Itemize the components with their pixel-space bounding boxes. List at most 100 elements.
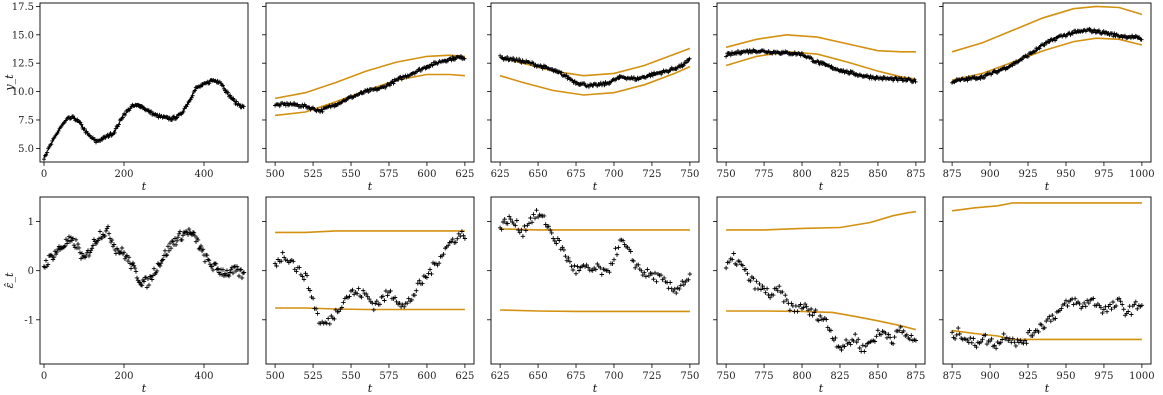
- y-tick-label: -1: [24, 315, 34, 326]
- x-tick-label: 1000: [1129, 371, 1154, 382]
- axes-frame: [942, 2, 1152, 163]
- x-tick-label: 200: [114, 371, 133, 382]
- y-tick-label: 5.0: [18, 144, 34, 155]
- x-tick-label: 900: [981, 169, 1000, 180]
- x-tick-label: 600: [417, 371, 436, 382]
- x-axis-label: t: [142, 382, 147, 395]
- x-axis-label: t: [142, 180, 147, 193]
- band-lower: [499, 65, 691, 96]
- x-tick-label: 725: [642, 371, 661, 382]
- x-tick-label: 875: [906, 169, 925, 180]
- data-markers: [272, 229, 468, 327]
- y-tick-label: 0: [28, 266, 34, 277]
- x-tick-label: 1000: [1129, 169, 1154, 180]
- panel-top-4: 875 900 925 950 975 1000 t: [939, 2, 1155, 193]
- data-markers: [950, 26, 1144, 85]
- x-tick-label: 950: [1056, 169, 1075, 180]
- x-tick-label: 950: [1056, 371, 1075, 382]
- x-tick-label: 825: [830, 371, 849, 382]
- band-lower: [951, 329, 1142, 341]
- band-upper: [274, 54, 465, 100]
- x-tick-label: 525: [304, 371, 323, 382]
- data-markers: [724, 47, 918, 85]
- band-upper: [725, 33, 916, 53]
- panel-top-3: 750 775 800 825 850 875 t: [713, 2, 926, 193]
- x-tick-label: 650: [529, 169, 548, 180]
- band-lower: [726, 310, 917, 331]
- panel-bot-3: 750 775 800 825 850 875 t: [713, 196, 926, 395]
- x-tick-label: 875: [906, 371, 925, 382]
- x-tick-label: 750: [680, 169, 699, 180]
- data-markers: [723, 251, 919, 354]
- axes-frame: [490, 2, 700, 163]
- x-tick-label: 650: [529, 371, 548, 382]
- x-tick-label: 625: [455, 169, 474, 180]
- axes-frame: [39, 196, 249, 365]
- x-tick-label: 775: [755, 371, 774, 382]
- x-tick-label: 975: [1094, 371, 1113, 382]
- x-axis-label: t: [819, 382, 824, 395]
- x-axis-label: t: [1045, 382, 1050, 395]
- x-tick-label: 400: [194, 169, 213, 180]
- band-lower: [275, 307, 465, 311]
- data-markers: [41, 224, 247, 290]
- panel-top-0: 0 200 400 5.0 7.5 10.0 12.5 15.0 17.5 t y_t: [3, 2, 249, 193]
- band-lower: [500, 309, 690, 313]
- x-tick-label: 625: [491, 371, 510, 382]
- x-axis-label: t: [368, 382, 373, 395]
- x-tick-label: 550: [341, 371, 360, 382]
- x-tick-label: 575: [379, 169, 398, 180]
- data-markers: [498, 53, 692, 89]
- y-tick-label: 7.5: [18, 115, 34, 126]
- axes-frame: [942, 196, 1152, 365]
- x-axis-label: t: [593, 382, 598, 395]
- x-tick-label: 850: [868, 169, 887, 180]
- x-axis-label: t: [368, 180, 373, 193]
- data-markers: [42, 78, 246, 162]
- x-tick-label: 900: [981, 371, 1000, 382]
- x-axis-label: t: [593, 180, 598, 193]
- x-tick-label: 675: [566, 169, 585, 180]
- band-upper: [500, 228, 690, 231]
- x-tick-label: 925: [1018, 371, 1037, 382]
- axes-frame: [716, 2, 926, 163]
- x-tick-label: 725: [642, 169, 661, 180]
- x-tick-label: 700: [604, 169, 623, 180]
- y-tick-label: 15.0: [12, 30, 34, 41]
- x-tick-label: 800: [792, 169, 811, 180]
- axes-frame: [265, 196, 475, 365]
- x-tick-label: 775: [755, 169, 774, 180]
- y-axis-label: ε̂_t: [3, 272, 16, 288]
- x-tick-label: 925: [1018, 169, 1037, 180]
- axes-frame: [716, 196, 926, 365]
- x-tick-label: 200: [114, 169, 133, 180]
- x-tick-label: 700: [604, 371, 623, 382]
- band-lower: [275, 73, 465, 117]
- x-tick-label: 400: [194, 371, 213, 382]
- panel-bot-1: 500 525 550 575 600 625 t: [262, 196, 475, 395]
- x-tick-label: 675: [566, 371, 585, 382]
- y-tick-label: 17.5: [12, 2, 34, 13]
- x-tick-label: 575: [379, 371, 398, 382]
- band-upper: [951, 5, 1143, 53]
- x-tick-label: 800: [792, 371, 811, 382]
- panel-top-2: 625 650 675 700 725 750 t: [487, 2, 700, 193]
- x-tick-label: 525: [304, 169, 323, 180]
- panel-bot-4: 875 900 925 950 975 1000 t: [939, 196, 1155, 395]
- y-tick-label: 10.0: [12, 87, 34, 98]
- y-tick-label: 1: [28, 217, 34, 228]
- x-tick-label: 625: [455, 371, 474, 382]
- axes-frame: [39, 2, 249, 163]
- x-tick-label: 600: [417, 169, 436, 180]
- band-upper: [275, 230, 465, 234]
- y-axis-label: y_t: [3, 74, 16, 92]
- axes-frame: [490, 196, 700, 365]
- band-lower: [725, 50, 917, 80]
- panel-top-1: 500 525 550 575 600 625 t: [262, 2, 475, 193]
- x-axis-label: t: [819, 180, 824, 193]
- x-tick-label: 825: [830, 169, 849, 180]
- x-tick-label: 500: [266, 169, 285, 180]
- x-tick-label: 625: [491, 169, 510, 180]
- x-tick-label: 0: [41, 371, 47, 382]
- band-upper: [499, 47, 691, 77]
